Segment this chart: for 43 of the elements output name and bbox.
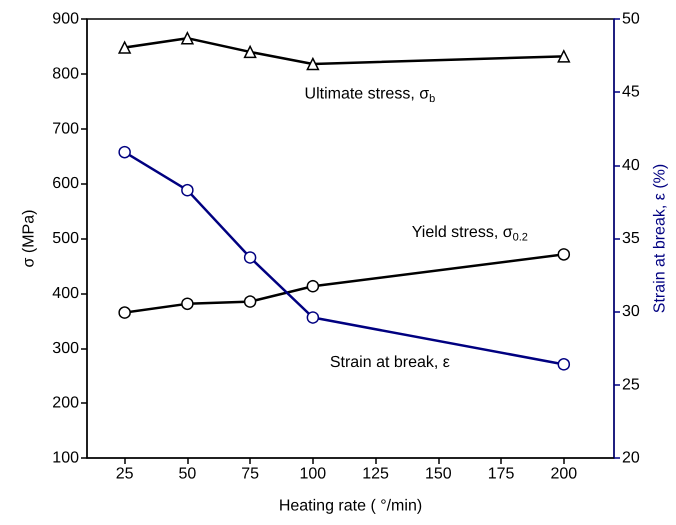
point: [244, 251, 256, 264]
x-tick-label: 150: [424, 466, 452, 482]
y-axis-title: σ (MPa): [20, 210, 38, 268]
point: [306, 311, 320, 324]
x-tick-label: 175: [488, 466, 515, 482]
y2-tick-label: 30: [622, 303, 640, 320]
point: [558, 358, 570, 371]
y-tick-label: 100: [52, 450, 80, 466]
point: [306, 280, 320, 292]
point: [558, 50, 570, 63]
point: [118, 146, 131, 158]
x-tick-label: 125: [362, 466, 390, 482]
point: [181, 32, 194, 44]
point: [306, 58, 320, 70]
x-tick-label: 200: [550, 466, 578, 482]
y2-tick-label: 50: [622, 10, 640, 28]
y2-tick-label: 20: [622, 450, 640, 466]
y2-tick-label: 25: [622, 376, 640, 394]
y2-tick-label: 35: [622, 230, 640, 247]
point: [244, 295, 256, 308]
y2-tick-label: 45: [622, 84, 640, 101]
y-tick-label: 600: [52, 175, 80, 192]
y-tick-label: 900: [52, 10, 80, 28]
point: [181, 184, 194, 196]
point: [244, 46, 256, 58]
y2-tick-label: 40: [622, 156, 640, 174]
y-tick-label: 400: [52, 284, 80, 302]
y-tick-label: 200: [52, 394, 80, 412]
point: [118, 41, 131, 54]
point: [181, 298, 194, 310]
series-label: Strain at break, ε: [330, 354, 450, 372]
x-tick-label: 100: [300, 466, 326, 482]
x-tick-label: 50: [178, 466, 196, 482]
y-tick-label: 700: [52, 120, 80, 138]
x-tick-label: 25: [116, 466, 134, 482]
y-tick-label: 300: [52, 340, 80, 357]
x-axis-title: Heating rate ( °/min): [278, 498, 422, 514]
y-tick-label: 500: [52, 230, 80, 247]
x-tick-label: 75: [241, 466, 260, 482]
y-tick-label: 800: [52, 65, 80, 82]
point: [118, 306, 131, 319]
point: [558, 248, 570, 261]
y2-axis-title: Strain at break, ε (%): [652, 164, 668, 314]
